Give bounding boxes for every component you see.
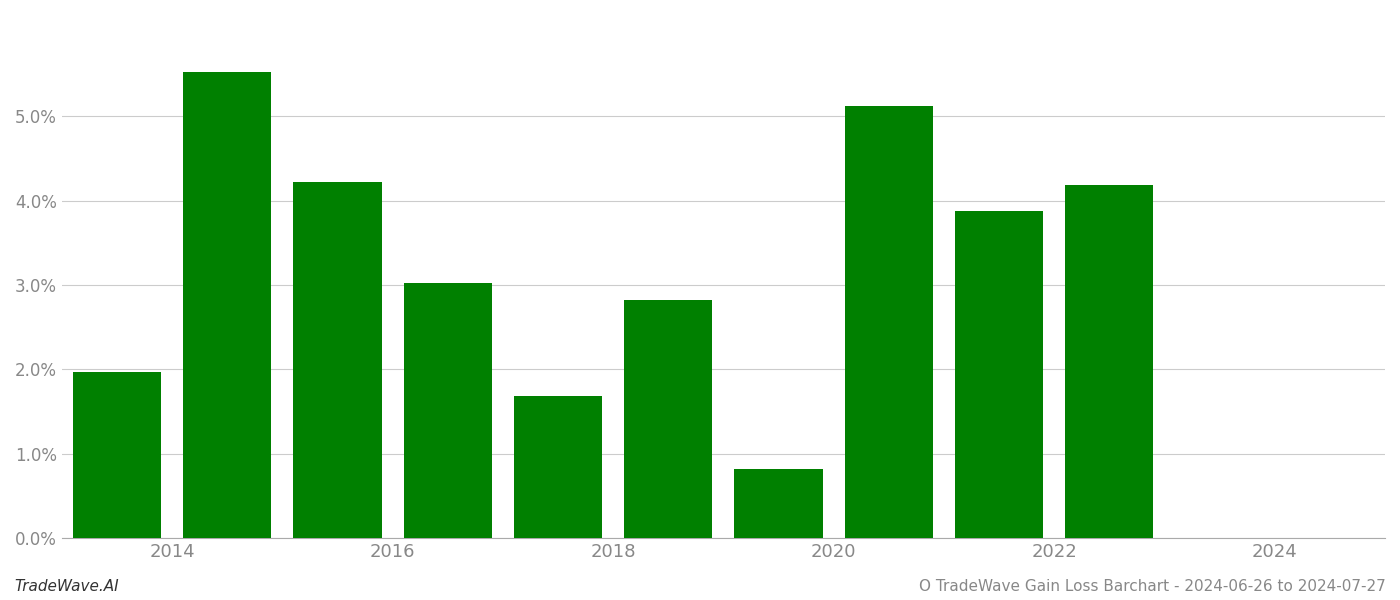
Bar bbox=[183, 73, 272, 538]
Bar bbox=[624, 300, 713, 538]
Text: O TradeWave Gain Loss Barchart - 2024-06-26 to 2024-07-27: O TradeWave Gain Loss Barchart - 2024-06… bbox=[920, 579, 1386, 594]
Bar bbox=[403, 283, 491, 538]
Bar bbox=[73, 372, 161, 538]
Bar bbox=[955, 211, 1043, 538]
Bar bbox=[1065, 185, 1154, 538]
Bar bbox=[735, 469, 823, 538]
Bar bbox=[514, 395, 602, 538]
Bar bbox=[844, 106, 932, 538]
Text: TradeWave.AI: TradeWave.AI bbox=[14, 579, 119, 594]
Bar bbox=[294, 182, 382, 538]
